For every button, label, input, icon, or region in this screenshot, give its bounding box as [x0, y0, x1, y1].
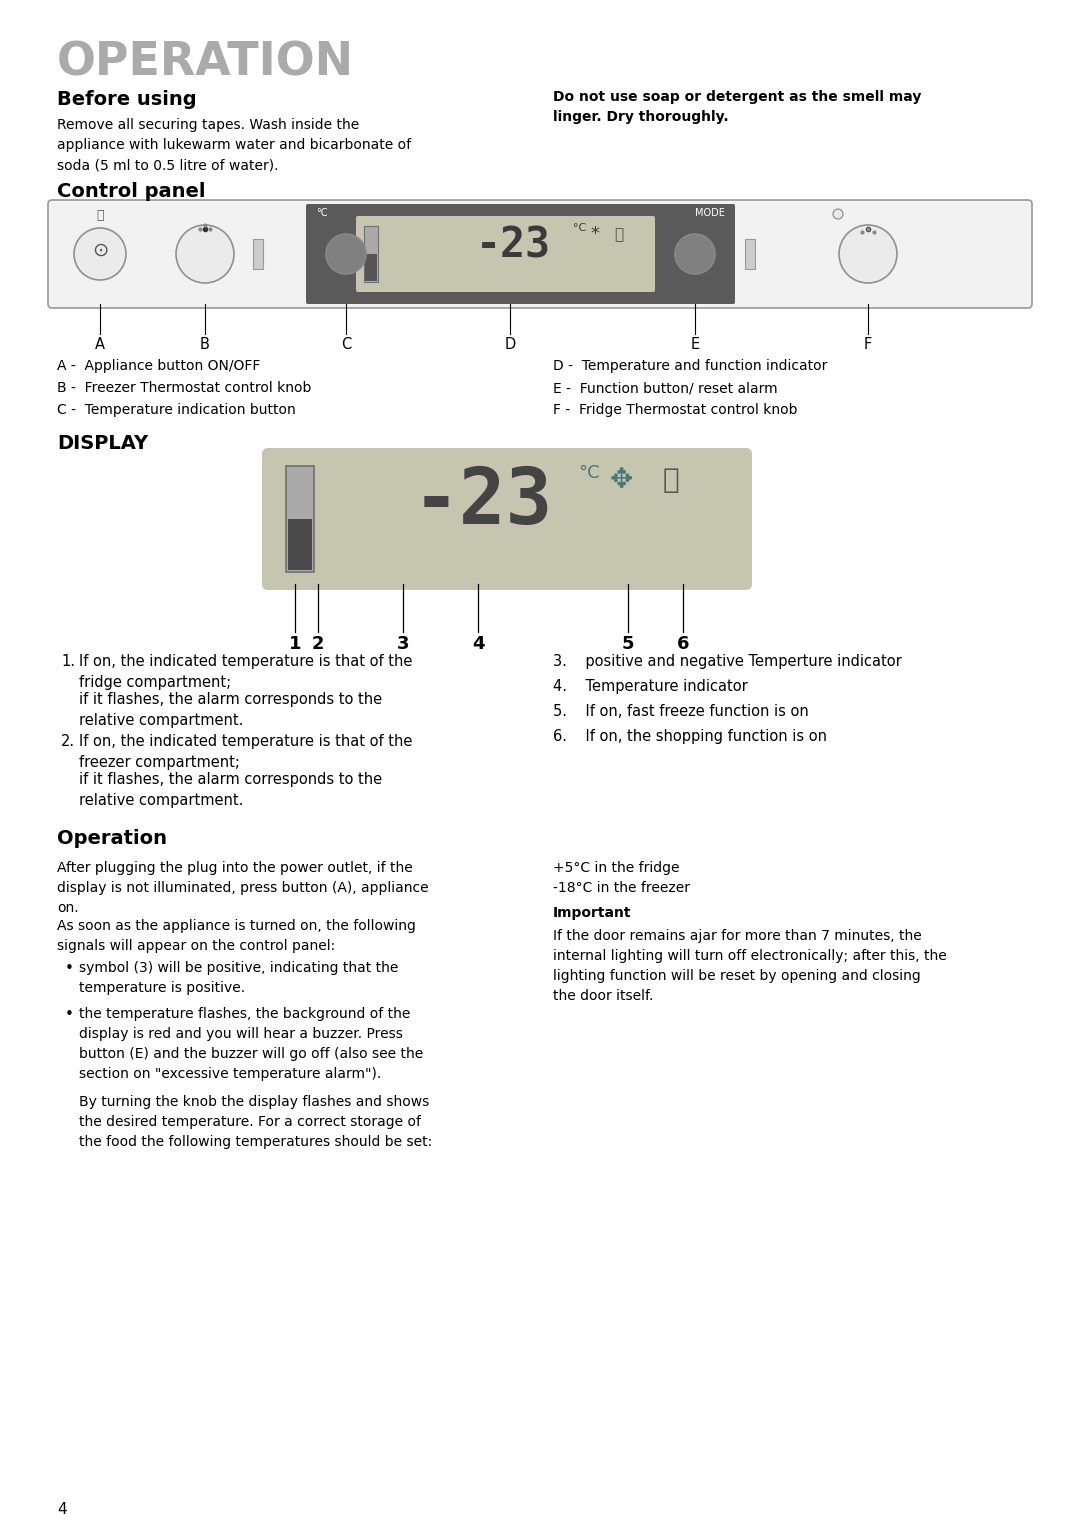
Text: 4: 4 [57, 1502, 67, 1517]
Text: E -  Function button/ reset alarm: E - Function button/ reset alarm [553, 381, 778, 395]
FancyBboxPatch shape [356, 217, 654, 292]
Text: 5.    If on, fast freeze function is on: 5. If on, fast freeze function is on [553, 704, 809, 719]
Circle shape [326, 234, 366, 274]
Text: B -  Freezer Thermostat control knob: B - Freezer Thermostat control knob [57, 381, 311, 395]
Text: if it flashes, the alarm corresponds to the
relative compartment.: if it flashes, the alarm corresponds to … [79, 772, 382, 808]
Text: DISPLAY: DISPLAY [57, 433, 148, 453]
Bar [745, 238, 755, 269]
FancyBboxPatch shape [48, 200, 1032, 307]
Text: A: A [95, 337, 105, 352]
Text: +5°C in the fridge: +5°C in the fridge [553, 861, 679, 875]
Text: 3: 3 [396, 635, 409, 653]
Text: If on, the indicated temperature is that of the
fridge compartment;: If on, the indicated temperature is that… [79, 655, 413, 690]
Text: °C: °C [578, 464, 599, 483]
Text: -18°C in the freezer: -18°C in the freezer [553, 881, 690, 895]
Text: 2.: 2. [60, 735, 75, 749]
Text: C: C [341, 337, 351, 352]
Bar [288, 520, 312, 570]
Text: D -  Temperature and function indicator: D - Temperature and function indicator [553, 360, 827, 373]
Text: MODE: MODE [696, 207, 725, 218]
Text: D: D [504, 337, 515, 352]
Text: 2: 2 [312, 635, 324, 653]
Text: F -  Fridge Thermostat control knob: F - Fridge Thermostat control knob [553, 403, 797, 417]
Text: °C: °C [573, 223, 586, 234]
Text: F: F [864, 337, 873, 352]
Text: 1.: 1. [60, 655, 75, 669]
Text: 6: 6 [677, 635, 689, 653]
Text: -23: -23 [413, 464, 553, 539]
Text: 6.    If on, the shopping function is on: 6. If on, the shopping function is on [553, 729, 827, 744]
Text: If the door remains ajar for more than 7 minutes, the
internal lighting will tur: If the door remains ajar for more than 7… [553, 928, 947, 1004]
Text: •: • [65, 1007, 73, 1022]
Text: *: * [590, 224, 599, 243]
Text: 3.    positive and negative Temperture indicator: 3. positive and negative Temperture indi… [553, 655, 902, 669]
Text: 4.    Temperature indicator: 4. Temperature indicator [553, 679, 747, 695]
Circle shape [75, 227, 126, 280]
Text: OPERATION: OPERATION [57, 40, 354, 85]
Bar [364, 226, 378, 281]
Text: 4: 4 [472, 635, 484, 653]
Text: ⏻: ⏻ [96, 209, 104, 221]
FancyBboxPatch shape [262, 447, 752, 590]
Circle shape [176, 224, 234, 283]
Text: Operation: Operation [57, 828, 167, 848]
Text: ⛒: ⛒ [615, 227, 623, 241]
Text: 5: 5 [622, 635, 634, 653]
Text: if it flashes, the alarm corresponds to the
relative compartment.: if it flashes, the alarm corresponds to … [79, 692, 382, 729]
Text: •: • [65, 961, 73, 976]
Text: Remove all securing tapes. Wash inside the
appliance with lukewarm water and bic: Remove all securing tapes. Wash inside t… [57, 118, 411, 172]
Bar [365, 254, 377, 281]
Text: the temperature flashes, the background of the
display is red and you will hear : the temperature flashes, the background … [79, 1007, 423, 1081]
Text: Important: Important [553, 905, 632, 921]
Text: ⊙: ⊙ [92, 240, 108, 260]
Text: C -  Temperature indication button: C - Temperature indication button [57, 403, 296, 417]
Text: If on, the indicated temperature is that of the
freezer compartment;: If on, the indicated temperature is that… [79, 735, 413, 770]
Circle shape [675, 234, 715, 274]
Text: 1: 1 [288, 635, 301, 653]
Text: E: E [690, 337, 700, 352]
Text: -23: -23 [475, 224, 551, 266]
FancyBboxPatch shape [306, 204, 735, 304]
Text: symbol (3) will be positive, indicating that the
temperature is positive.: symbol (3) will be positive, indicating … [79, 961, 399, 994]
Text: ✥: ✥ [610, 466, 633, 493]
Text: Do not use soap or detergent as the smell may
linger. Dry thoroughly.: Do not use soap or detergent as the smel… [553, 91, 921, 124]
Text: B: B [200, 337, 210, 352]
Text: A -  Appliance button ON/OFF: A - Appliance button ON/OFF [57, 360, 260, 373]
Text: Before using: Before using [57, 91, 197, 109]
Text: ⛒: ⛒ [663, 466, 679, 493]
Text: Control panel: Control panel [57, 181, 205, 201]
Text: As soon as the appliance is turned on, the following
signals will appear on the : As soon as the appliance is turned on, t… [57, 919, 416, 953]
Text: After plugging the plug into the power outlet, if the
display is not illuminated: After plugging the plug into the power o… [57, 861, 429, 915]
Text: °C: °C [316, 207, 327, 218]
Bar [253, 238, 264, 269]
Circle shape [833, 209, 843, 218]
Circle shape [839, 224, 897, 283]
Text: By turning the knob the display flashes and shows
the desired temperature. For a: By turning the knob the display flashes … [79, 1094, 432, 1150]
Bar [286, 466, 314, 572]
